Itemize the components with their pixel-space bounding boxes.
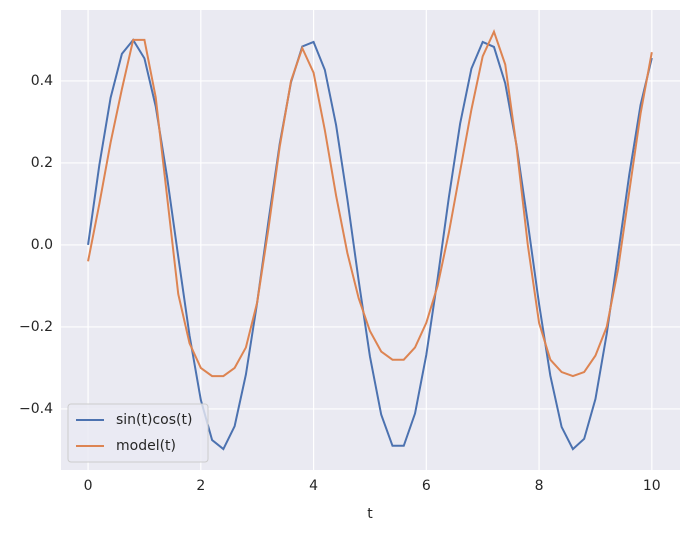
y-tick-label: 0.4 xyxy=(31,73,53,89)
y-tick-label: −0.2 xyxy=(19,319,53,335)
x-tick-label: 8 xyxy=(535,478,544,494)
legend-label: model(t) xyxy=(116,438,176,454)
x-tick-label: 4 xyxy=(309,478,318,494)
lines xyxy=(87,29,653,451)
legend-label: sin(t)cos(t) xyxy=(116,412,192,428)
y-tick-label: −0.4 xyxy=(19,401,53,417)
y-tick-label: 0.2 xyxy=(31,155,53,171)
x-tick-label: 0 xyxy=(84,478,93,494)
y-tick-label: 0.0 xyxy=(31,237,53,253)
x-tick-label: 2 xyxy=(196,478,205,494)
x-tick-label: 10 xyxy=(643,478,661,494)
x-axis-label: t xyxy=(367,506,373,522)
x-tick-label: 6 xyxy=(422,478,431,494)
series-line xyxy=(87,38,653,451)
series-line xyxy=(87,29,653,378)
legend-box xyxy=(67,403,209,463)
plot-area xyxy=(61,10,680,470)
legend: sin(t)cos(t) model(t) xyxy=(67,403,209,463)
